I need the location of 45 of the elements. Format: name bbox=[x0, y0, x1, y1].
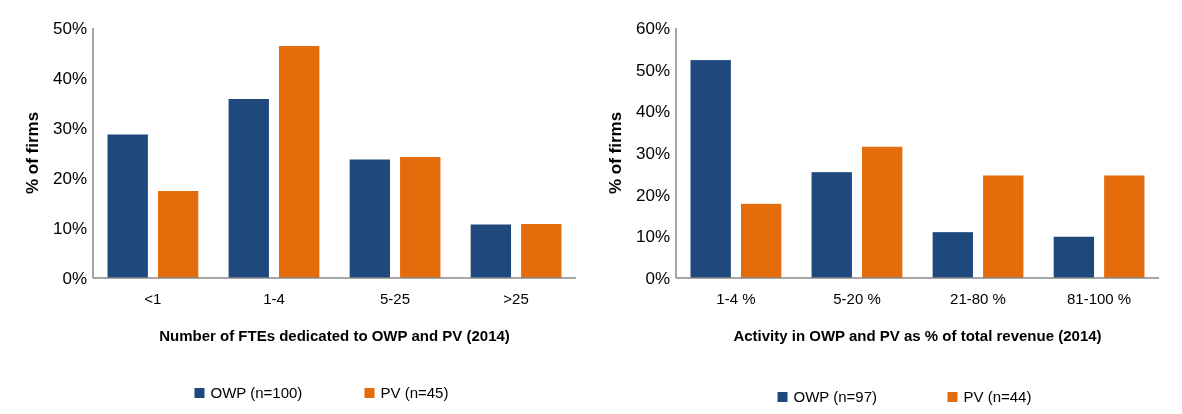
x-tick-label: 21-80 % bbox=[950, 290, 1006, 307]
x-tick-label: 5-20 % bbox=[833, 290, 881, 307]
bar bbox=[740, 203, 782, 278]
bar bbox=[983, 175, 1024, 278]
x-tick-label: <1 bbox=[144, 290, 162, 307]
y-tick-label: 30% bbox=[52, 118, 87, 138]
y-tick-label: 0% bbox=[62, 268, 87, 288]
bar bbox=[470, 224, 512, 278]
bar bbox=[157, 191, 199, 278]
x-tick-label: >25 bbox=[503, 290, 529, 307]
bar bbox=[521, 224, 562, 278]
bar bbox=[811, 172, 852, 278]
y-tick-label: 50% bbox=[635, 60, 670, 80]
y-axis-title: % of firms bbox=[23, 111, 42, 195]
x-tick-label: 81-100 % bbox=[1066, 290, 1132, 307]
y-tick-label: 10% bbox=[52, 218, 87, 238]
bar bbox=[400, 157, 441, 278]
x-tick-label: 1-4 bbox=[263, 290, 285, 307]
x-axis-title: Number of FTEs dedicated to OWP and PV (2014) bbox=[159, 327, 510, 344]
x-tick-label: 5-25 bbox=[380, 290, 411, 307]
bar bbox=[690, 60, 731, 278]
legend-label: PV (n=44) bbox=[963, 388, 1032, 405]
bar bbox=[1053, 236, 1095, 278]
y-tick-label: 20% bbox=[52, 168, 87, 188]
legend-label: PV (n=45) bbox=[380, 384, 449, 401]
bar bbox=[107, 134, 148, 278]
y-tick-label: 20% bbox=[635, 185, 670, 205]
y-tick-label: 60% bbox=[635, 18, 670, 38]
y-tick-label: 0% bbox=[645, 268, 670, 288]
y-tick-label: 50% bbox=[52, 18, 87, 38]
y-tick-label: 40% bbox=[52, 68, 87, 88]
y-tick-label: 10% bbox=[635, 227, 670, 247]
bar bbox=[1104, 175, 1145, 278]
y-axis-title: % of firms bbox=[606, 111, 625, 195]
bar bbox=[228, 99, 269, 278]
bar bbox=[862, 146, 903, 278]
x-tick-label: 1-4 % bbox=[716, 290, 756, 307]
x-axis-title: Activity in OWP and PV as % of total revenue (2014) bbox=[733, 327, 1102, 344]
bar bbox=[932, 232, 973, 278]
bar bbox=[279, 46, 320, 278]
legend-label: OWP (n=100) bbox=[210, 384, 303, 401]
bar bbox=[349, 159, 390, 278]
legend-label: OWP (n=97) bbox=[793, 388, 878, 405]
y-tick-label: 30% bbox=[635, 143, 670, 163]
y-tick-label: 40% bbox=[635, 102, 670, 122]
